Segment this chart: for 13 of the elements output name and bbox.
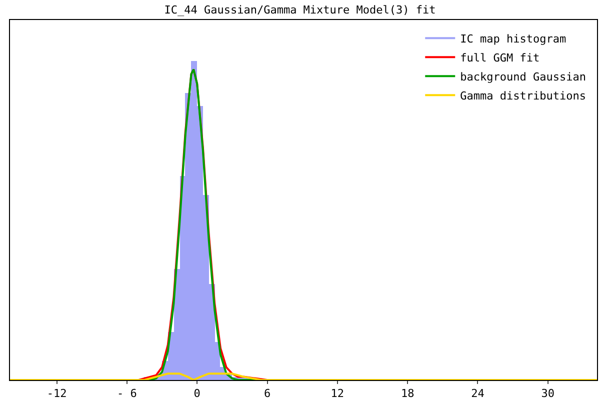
x-tick-label: -12 [46,387,67,400]
x-tick-label: - 6 [116,387,137,400]
x-tick-label: 24 [471,387,485,400]
x-tick-label: 12 [330,387,344,400]
x-tick-label: 30 [541,387,555,400]
chart-title: IC_44 Gaussian/Gamma Mixture Model(3) fit [164,4,436,17]
x-tick-label: 18 [400,387,414,400]
x-tick-label: 6 [264,387,271,400]
legend-label: Gamma distributions [460,89,586,102]
legend-label: full GGM fit [460,51,540,64]
x-tick-label: 0 [194,387,200,400]
legend-label: background Gaussian [460,70,586,84]
legend-label: IC map histogram [460,32,566,46]
